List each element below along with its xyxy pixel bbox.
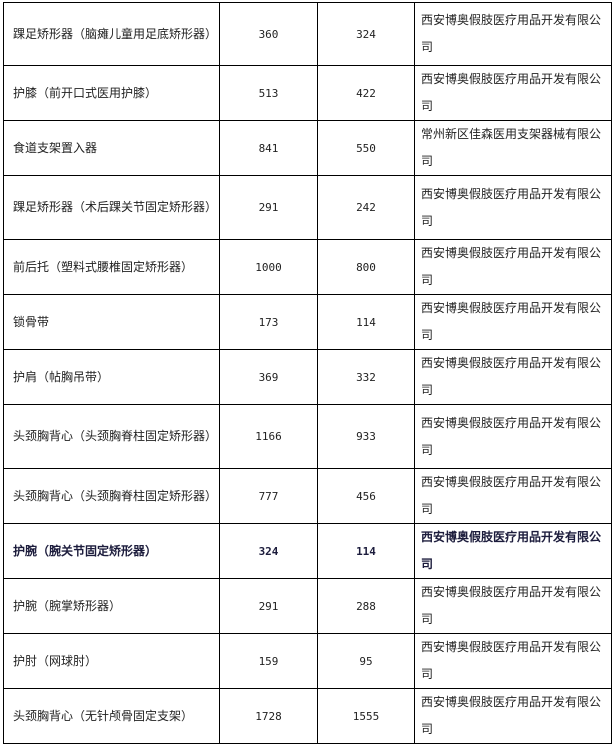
company-cell: 西安博奥假肢医疗用品开发有限公司 [414, 578, 612, 634]
company-cell: 西安博奥假肢医疗用品开发有限公司 [414, 404, 612, 469]
company-cell: 西安博奥假肢医疗用品开发有限公司 [414, 239, 612, 295]
price-b-cell: 422 [317, 65, 415, 121]
price-b-cell: 800 [317, 239, 415, 295]
company-cell: 西安博奥假肢医疗用品开发有限公司 [414, 468, 612, 524]
price-a-cell: 1166 [219, 404, 318, 469]
company-cell: 西安博奥假肢医疗用品开发有限公司 [414, 2, 612, 66]
price-b-cell: 1555 [317, 688, 415, 744]
price-b-cell: 456 [317, 468, 415, 524]
price-a-cell: 291 [219, 578, 318, 634]
price-a-cell: 1728 [219, 688, 318, 744]
company-cell: 西安博奥假肢医疗用品开发有限公司 [414, 349, 612, 405]
table-row: 护肘（网球肘） 159 95 西安博奥假肢医疗用品开发有限公司 [3, 633, 612, 689]
company-cell: 西安博奥假肢医疗用品开发有限公司 [414, 523, 612, 579]
price-b-cell: 933 [317, 404, 415, 469]
price-a-cell: 291 [219, 175, 318, 240]
product-name-cell: 头颈胸背心（无针颅骨固定支架） [3, 688, 220, 744]
table-row: 护肩（帖胸吊带） 369 332 西安博奥假肢医疗用品开发有限公司 [3, 349, 612, 405]
company-cell: 西安博奥假肢医疗用品开发有限公司 [414, 65, 612, 121]
price-b-cell: 114 [317, 523, 415, 579]
product-name-cell: 护腕（腕掌矫形器） [3, 578, 220, 634]
product-name-cell: 护肩（帖胸吊带） [3, 349, 220, 405]
product-name-cell: 踝足矫形器（脑瘫儿童用足底矫形器） [3, 2, 220, 66]
price-a-cell: 324 [219, 523, 318, 579]
price-a-cell: 173 [219, 294, 318, 350]
price-b-cell: 95 [317, 633, 415, 689]
product-name-cell: 前后托（塑料式腰椎固定矫形器） [3, 239, 220, 295]
product-name-cell: 护膝（前开口式医用护膝） [3, 65, 220, 121]
price-a-cell: 841 [219, 120, 318, 176]
company-cell: 西安博奥假肢医疗用品开发有限公司 [414, 294, 612, 350]
company-cell: 西安博奥假肢医疗用品开发有限公司 [414, 688, 612, 744]
price-a-cell: 1000 [219, 239, 318, 295]
table-row: 踝足矫形器（脑瘫儿童用足底矫形器） 360 324 西安博奥假肢医疗用品开发有限公司 [3, 2, 612, 66]
price-b-cell: 550 [317, 120, 415, 176]
table-row: 护腕（腕关节固定矫形器） 324 114 西安博奥假肢医疗用品开发有限公司 [3, 523, 612, 579]
price-b-cell: 288 [317, 578, 415, 634]
company-cell: 西安博奥假肢医疗用品开发有限公司 [414, 633, 612, 689]
table-row: 前后托（塑料式腰椎固定矫形器） 1000 800 西安博奥假肢医疗用品开发有限公司 [3, 239, 612, 295]
product-name-cell: 头颈胸背心（头颈胸脊柱固定矫形器） [3, 468, 220, 524]
table-row: 头颈胸背心（头颈胸脊柱固定矫形器） 1166 933 西安博奥假肢医疗用品开发有限公司 [3, 404, 612, 469]
price-b-cell: 332 [317, 349, 415, 405]
table-row: 食道支架置入器 841 550 常州新区佳森医用支架器械有限公司 [3, 120, 612, 176]
price-b-cell: 114 [317, 294, 415, 350]
table-row: 头颈胸背心（无针颅骨固定支架） 1728 1555 西安博奥假肢医疗用品开发有限公司 [3, 688, 612, 744]
company-cell: 常州新区佳森医用支架器械有限公司 [414, 120, 612, 176]
price-a-cell: 159 [219, 633, 318, 689]
table-row: 头颈胸背心（头颈胸脊柱固定矫形器） 777 456 西安博奥假肢医疗用品开发有限公司 [3, 468, 612, 524]
product-name-cell: 锁骨带 [3, 294, 220, 350]
price-a-cell: 369 [219, 349, 318, 405]
product-name-cell: 头颈胸背心（头颈胸脊柱固定矫形器） [3, 404, 220, 469]
price-a-cell: 777 [219, 468, 318, 524]
product-name-cell: 护肘（网球肘） [3, 633, 220, 689]
table-row: 踝足矫形器（术后踝关节固定矫形器） 291 242 西安博奥假肢医疗用品开发有限公司 [3, 175, 612, 240]
product-name-cell: 食道支架置入器 [3, 120, 220, 176]
table-row: 锁骨带 173 114 西安博奥假肢医疗用品开发有限公司 [3, 294, 612, 350]
table-row: 护膝（前开口式医用护膝） 513 422 西安博奥假肢医疗用品开发有限公司 [3, 65, 612, 121]
product-name-cell: 踝足矫形器（术后踝关节固定矫形器） [3, 175, 220, 240]
company-cell: 西安博奥假肢医疗用品开发有限公司 [414, 175, 612, 240]
table-row: 护腕（腕掌矫形器） 291 288 西安博奥假肢医疗用品开发有限公司 [3, 578, 612, 634]
product-name-cell: 护腕（腕关节固定矫形器） [3, 523, 220, 579]
price-b-cell: 324 [317, 2, 415, 66]
price-a-cell: 360 [219, 2, 318, 66]
product-price-table: 踝足矫形器（脑瘫儿童用足底矫形器） 360 324 西安博奥假肢医疗用品开发有限公司护… [3, 2, 612, 744]
price-a-cell: 513 [219, 65, 318, 121]
price-b-cell: 242 [317, 175, 415, 240]
table-body: 踝足矫形器（脑瘫儿童用足底矫形器） 360 324 西安博奥假肢医疗用品开发有限公司护… [3, 2, 612, 744]
